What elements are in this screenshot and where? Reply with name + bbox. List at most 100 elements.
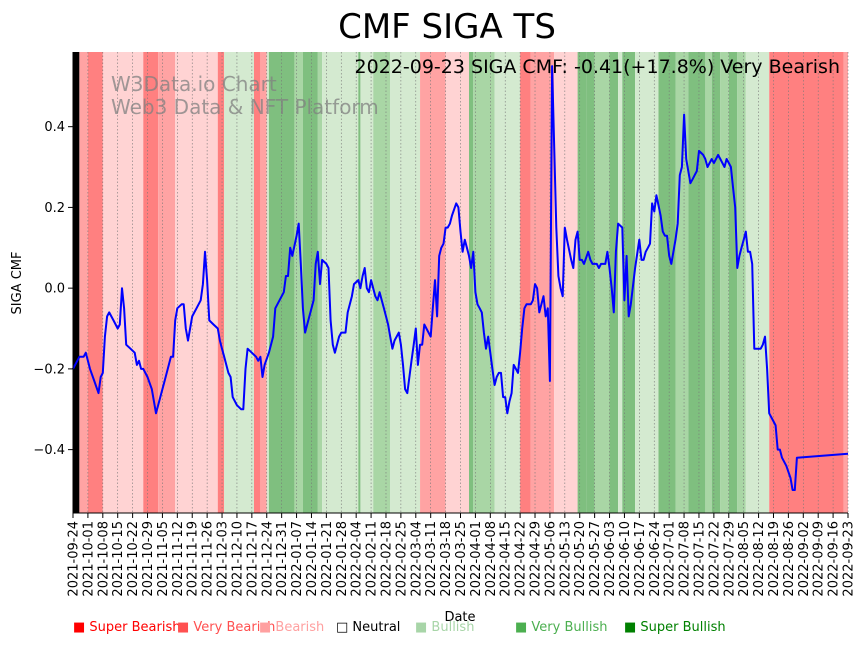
regime-band (217, 52, 225, 513)
x-axis-label: Date (444, 610, 475, 625)
x-tick-label: 2022-04-15 (499, 521, 514, 597)
legend-label: Super Bearish (89, 620, 181, 635)
x-tick-label: 2021-12-17 (245, 521, 260, 597)
x-tick-label: 2021-11-12 (171, 521, 186, 597)
x-tick-label: 2022-05-20 (573, 521, 588, 597)
x-tick-label: 2022-03-11 (424, 521, 439, 597)
regime-band (158, 52, 176, 513)
regime-band (445, 52, 470, 513)
chart-title: CMF SIGA TS (338, 7, 556, 47)
regime-band (658, 52, 676, 513)
legend-swatch-icon: ■ (177, 620, 194, 635)
x-tick-label: 2021-10-15 (111, 521, 126, 597)
y-axis-label: SIGA CMF (10, 252, 25, 315)
y-tick-label: −0.4 (33, 443, 65, 458)
x-tick-label: 2022-06-17 (633, 521, 648, 597)
x-ticks: 2021-09-24 2021-10-01 2021-10-08 2021-10-15… (67, 513, 857, 597)
legend-swatch-icon: ■ (624, 620, 641, 635)
legend-item: ■ Bearish (259, 620, 324, 635)
regime-band (143, 52, 159, 513)
x-tick-label: 2022-04-01 (469, 521, 484, 597)
y-tick-label: 0.0 (44, 282, 65, 297)
y-tick-label: 0.2 (44, 201, 65, 216)
regime-band (337, 52, 359, 513)
legend-swatch-icon: ■ (515, 620, 532, 635)
x-tick-label: 2021-11-05 (156, 521, 171, 597)
legend-item: ■ Super Bearish (73, 620, 181, 635)
x-tick-label: 2022-02-18 (379, 521, 394, 597)
regime-band (530, 52, 555, 513)
regime-band (635, 52, 659, 513)
regime-band (266, 52, 269, 513)
x-tick-label: 2021-12-31 (275, 521, 290, 597)
x-tick-label: 2022-08-12 (752, 521, 767, 597)
regime-band (260, 52, 267, 513)
x-tick-label: 2022-09-16 (827, 521, 842, 597)
regime-band (720, 52, 729, 513)
regime-band (175, 52, 218, 513)
x-tick-label: 2021-12-24 (260, 521, 275, 597)
x-tick-label: 2021-10-22 (126, 521, 141, 597)
regime-band (554, 52, 578, 513)
x-tick-label: 2022-05-27 (588, 521, 603, 597)
regime-band (675, 52, 689, 513)
regime-band (577, 52, 587, 513)
legend-item: □ Neutral (336, 620, 400, 635)
x-tick-label: 2022-07-08 (678, 521, 693, 597)
y-tick-label: −0.2 (33, 362, 65, 377)
legend-swatch-icon: ■ (259, 620, 276, 635)
regime-band (102, 52, 144, 513)
latest-value-annotation: 2022-09-23 SIGA CMF: -0.41(+17.8%) Very … (355, 56, 840, 78)
x-tick-label: 2022-05-13 (558, 521, 573, 597)
x-tick-label: 2022-01-21 (320, 521, 335, 597)
x-tick-label: 2022-09-02 (797, 521, 812, 597)
regime-band (609, 52, 619, 513)
legend-swatch-icon: ■ (73, 620, 90, 635)
regime-band (586, 52, 595, 513)
x-tick-label: 2021-10-08 (96, 521, 111, 597)
x-tick-label: 2022-06-03 (603, 521, 618, 597)
x-tick-label: 2022-06-10 (618, 521, 633, 597)
x-tick-label: 2022-07-22 (707, 521, 722, 597)
regime-band (473, 52, 495, 513)
regime-band (520, 52, 531, 513)
x-tick-label: 2022-01-28 (335, 521, 350, 597)
x-tick-label: 2022-02-25 (394, 521, 409, 597)
legend-label: Very Bullish (531, 620, 608, 635)
regime-band (618, 52, 623, 513)
regime-band (494, 52, 521, 513)
x-tick-label: 2021-11-19 (186, 521, 201, 597)
legend-item: ■ Bullish (415, 620, 474, 635)
regime-band (373, 52, 386, 513)
legend-item: ■ Very Bearish (177, 620, 275, 635)
x-tick-label: 2022-05-06 (543, 521, 558, 597)
legend-swatch-icon: ■ (415, 620, 432, 635)
x-tick-label: 2022-04-22 (514, 521, 529, 597)
watermark-line-1: W3Data.io Chart (111, 72, 277, 96)
regime-band (224, 52, 254, 513)
x-tick-label: 2021-12-10 (230, 521, 245, 597)
y-ticks: 0.4 0.2 0.0 −0.2 −0.4 (33, 120, 73, 458)
legend-label: Neutral (352, 620, 401, 635)
x-tick-label: 2022-04-29 (529, 521, 544, 597)
x-tick-label: 2022-07-15 (692, 521, 707, 597)
x-tick-label: 2021-12-03 (216, 521, 231, 597)
regime-band (711, 52, 721, 513)
regime-band (385, 52, 391, 513)
regime-band (79, 52, 88, 513)
regime-band (420, 52, 446, 513)
x-tick-label: 2022-03-04 (409, 521, 424, 597)
legend-item: ■ Super Bullish (624, 620, 726, 635)
x-tick-label: 2022-03-18 (439, 521, 454, 597)
regime-band (302, 52, 318, 513)
legend-label: Super Bullish (640, 620, 726, 635)
x-tick-label: 2022-07-01 (663, 521, 678, 597)
regime-band (705, 52, 712, 513)
x-tick-label: 2022-03-25 (454, 521, 469, 597)
x-tick-label: 2022-08-05 (737, 521, 752, 597)
regime-band (390, 52, 421, 513)
y-tick-label: 0.4 (44, 120, 65, 135)
x-tick-label: 2022-09-23 (842, 521, 857, 597)
legend-label: Bearish (275, 620, 325, 635)
